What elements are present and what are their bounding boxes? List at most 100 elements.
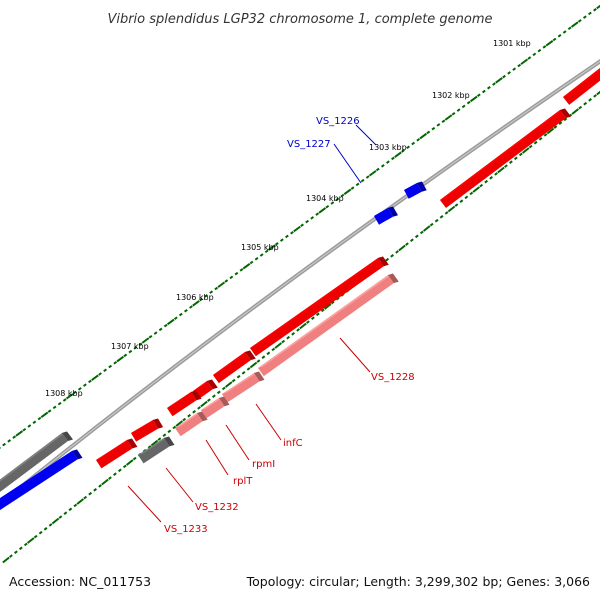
minor-tick xyxy=(212,394,216,398)
minor-tick xyxy=(182,417,187,422)
minor-tick xyxy=(209,290,214,294)
minor-tick xyxy=(593,7,597,12)
minor-tick xyxy=(72,390,77,395)
minor-tick xyxy=(340,193,345,198)
minor-tick xyxy=(98,484,102,488)
minor-tick xyxy=(37,416,42,421)
scale-label-1306: 1306 kbp xyxy=(176,293,214,302)
minor-tick xyxy=(451,112,456,116)
major-tick xyxy=(368,170,377,177)
minor-tick xyxy=(38,530,43,535)
accession-text: Accession: NC_011753 xyxy=(9,574,151,589)
minor-tick xyxy=(405,242,409,246)
major-tick xyxy=(570,21,579,28)
minor-tick xyxy=(464,195,469,200)
minor-tick xyxy=(221,386,226,391)
minor-tick xyxy=(532,52,537,57)
minor-tick xyxy=(216,390,221,395)
gene-label-infc[interactable]: infC xyxy=(283,438,303,449)
major-tick xyxy=(166,318,175,326)
minor-tick xyxy=(517,63,522,68)
minor-tick xyxy=(436,123,441,127)
minor-tick xyxy=(117,468,122,473)
major-tick xyxy=(293,225,301,233)
minor-tick xyxy=(538,137,543,141)
minor-tick xyxy=(305,219,309,224)
gene-label-vs1226[interactable]: VS_1226 xyxy=(316,116,360,127)
minor-tick xyxy=(365,175,370,179)
minor-tick xyxy=(207,398,211,402)
major-tick xyxy=(150,439,159,447)
minor-tick xyxy=(306,320,310,324)
gene-labels[interactable]: VS_1226 VS_1227 VS_1228 infC rpmI rplT V… xyxy=(164,116,415,535)
gene-label-vs1228[interactable]: VS_1228 xyxy=(371,372,415,383)
major-tick xyxy=(91,374,99,381)
minor-tick xyxy=(256,359,261,363)
minor-tick xyxy=(494,172,498,176)
major-tick xyxy=(520,58,529,65)
major-tick xyxy=(398,244,406,252)
minor-tick xyxy=(192,410,196,414)
minor-tick xyxy=(103,368,107,372)
gene-label-rplt[interactable]: rplT xyxy=(233,476,253,487)
gene-vs1228-upper xyxy=(250,256,389,357)
gene-vs1227 xyxy=(374,206,398,225)
minor-tick xyxy=(330,201,335,205)
gene-vs1232 xyxy=(131,418,164,442)
minor-tick xyxy=(47,409,52,413)
gene-label-vs1233[interactable]: VS_1233 xyxy=(164,524,208,535)
minor-tick xyxy=(567,26,572,31)
gene-vs1233 xyxy=(96,438,138,469)
major-tick xyxy=(323,303,332,310)
minor-tick xyxy=(513,156,518,161)
minor-tick xyxy=(239,268,244,272)
major-tick xyxy=(26,537,35,544)
gene-features xyxy=(0,68,600,511)
minor-tick xyxy=(583,101,588,106)
minor-tick xyxy=(429,222,434,227)
gene-grey-small xyxy=(138,436,175,464)
minor-tick xyxy=(48,523,53,527)
minor-tick xyxy=(300,223,304,228)
gene-label-vs1232[interactable]: VS_1232 xyxy=(195,502,239,513)
gene-blue-left xyxy=(0,449,83,511)
minor-tick xyxy=(43,527,48,531)
major-tick xyxy=(101,478,109,486)
minor-tick xyxy=(469,191,474,196)
minor-tick xyxy=(355,182,360,187)
minor-tick xyxy=(557,33,562,38)
minor-tick xyxy=(187,413,192,418)
gene-label-rpmi[interactable]: rpmI xyxy=(252,459,275,470)
inner-tick-ring xyxy=(2,90,600,564)
minor-tick xyxy=(241,371,246,375)
gene-pale-rpmi xyxy=(201,396,230,419)
gene-label-vs1227[interactable]: VS_1227 xyxy=(287,139,331,150)
minor-tick xyxy=(426,130,431,135)
minor-tick xyxy=(360,178,365,183)
minor-tick xyxy=(578,105,583,110)
minor-tick xyxy=(98,372,102,376)
minor-tick xyxy=(419,230,424,235)
minor-tick xyxy=(7,439,12,443)
minor-tick xyxy=(189,305,193,309)
minor-tick xyxy=(162,433,167,437)
minor-tick xyxy=(434,218,439,223)
minor-tick xyxy=(167,429,172,434)
minor-tick xyxy=(588,11,592,16)
minor-tick xyxy=(296,328,300,332)
minor-tick xyxy=(390,254,394,258)
minor-tick xyxy=(68,507,73,512)
minor-tick xyxy=(113,361,118,365)
minor-tick xyxy=(108,476,112,480)
minor-tick xyxy=(588,98,592,102)
minor-tick xyxy=(229,275,234,280)
major-tick xyxy=(125,459,134,466)
minor-tick xyxy=(552,37,557,42)
minor-tick xyxy=(315,212,320,216)
major-tick xyxy=(267,244,276,251)
minor-tick xyxy=(410,238,414,242)
major-tick xyxy=(596,90,600,96)
minor-tick xyxy=(128,349,133,354)
major-tick xyxy=(175,420,184,427)
